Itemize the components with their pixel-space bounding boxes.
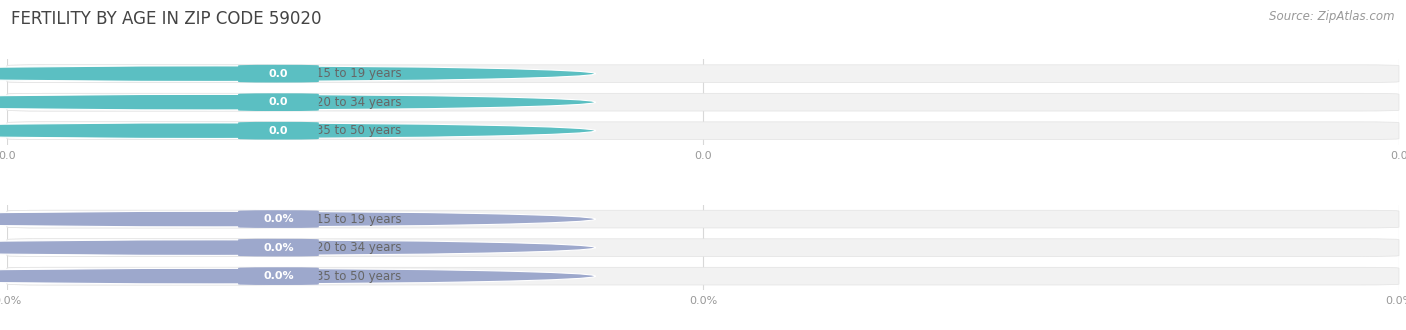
Circle shape	[0, 123, 596, 139]
Text: 0.0%: 0.0%	[263, 214, 294, 224]
FancyBboxPatch shape	[7, 267, 278, 285]
FancyBboxPatch shape	[7, 65, 278, 82]
Text: 0.0: 0.0	[269, 97, 288, 107]
FancyBboxPatch shape	[7, 267, 1399, 285]
FancyBboxPatch shape	[7, 210, 1399, 228]
FancyBboxPatch shape	[7, 93, 278, 111]
Text: 0.0: 0.0	[269, 126, 288, 136]
FancyBboxPatch shape	[7, 93, 1399, 111]
FancyBboxPatch shape	[238, 210, 319, 228]
Text: 15 to 19 years: 15 to 19 years	[316, 67, 401, 80]
Text: FERTILITY BY AGE IN ZIP CODE 59020: FERTILITY BY AGE IN ZIP CODE 59020	[11, 10, 322, 28]
Text: Source: ZipAtlas.com: Source: ZipAtlas.com	[1270, 10, 1395, 23]
Circle shape	[0, 240, 596, 255]
FancyBboxPatch shape	[238, 65, 319, 82]
FancyBboxPatch shape	[7, 122, 278, 140]
Text: 20 to 34 years: 20 to 34 years	[316, 96, 401, 109]
Circle shape	[0, 268, 596, 284]
Text: 0.0%: 0.0%	[263, 271, 294, 281]
Text: 15 to 19 years: 15 to 19 years	[316, 213, 401, 226]
Circle shape	[0, 94, 596, 110]
Text: 0.0: 0.0	[269, 69, 288, 79]
FancyBboxPatch shape	[238, 122, 319, 140]
Text: 35 to 50 years: 35 to 50 years	[316, 270, 401, 282]
FancyBboxPatch shape	[7, 239, 278, 256]
FancyBboxPatch shape	[7, 239, 1399, 256]
FancyBboxPatch shape	[238, 93, 319, 111]
Circle shape	[0, 211, 596, 227]
Text: 35 to 50 years: 35 to 50 years	[316, 124, 401, 137]
FancyBboxPatch shape	[7, 65, 1399, 82]
Text: 0.0%: 0.0%	[263, 243, 294, 253]
FancyBboxPatch shape	[7, 122, 1399, 140]
FancyBboxPatch shape	[238, 239, 319, 256]
Circle shape	[0, 66, 596, 82]
Text: 20 to 34 years: 20 to 34 years	[316, 241, 401, 254]
FancyBboxPatch shape	[7, 210, 278, 228]
FancyBboxPatch shape	[238, 267, 319, 285]
